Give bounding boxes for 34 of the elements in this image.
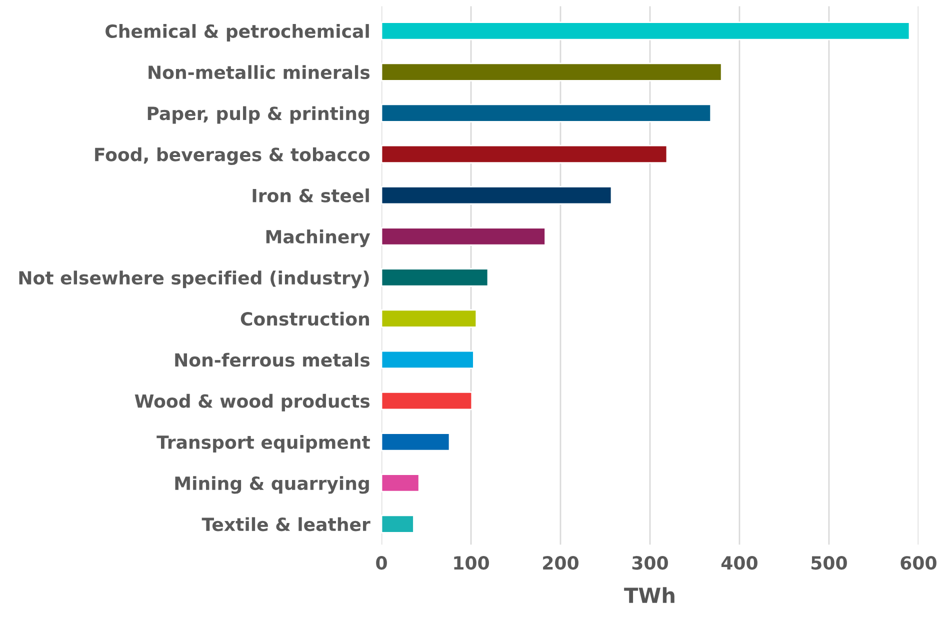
bar xyxy=(382,186,612,205)
bar xyxy=(382,350,474,370)
y-tick-label: Not elsewhere specified (industry) xyxy=(19,270,369,288)
x-tick-label: 400 xyxy=(721,556,758,570)
y-tick-label: Transport equipment xyxy=(156,435,370,452)
bar xyxy=(382,227,546,246)
x-tick-label: 500 xyxy=(812,556,847,570)
bar xyxy=(382,391,473,410)
y-tick-label: Paper, pulp & printing xyxy=(148,106,369,124)
x-tick-label: 300 xyxy=(632,556,668,570)
y-tick-label: Chemical & petrochemical xyxy=(106,24,369,42)
y-tick-label: Non-metallic minerals xyxy=(148,65,370,80)
bar xyxy=(382,432,450,452)
y-tick-label: Mining & quarrying xyxy=(175,476,369,494)
bar xyxy=(382,309,478,328)
y-tick-label: Wood & wood products xyxy=(134,394,370,412)
y-tick-label: Textile & leather xyxy=(202,517,370,532)
bar xyxy=(382,268,489,287)
bar xyxy=(382,104,712,122)
bar xyxy=(382,62,722,82)
x-tick-label: 200 xyxy=(543,556,578,570)
y-tick-label: Food, beverages & tobacco xyxy=(95,147,370,165)
x-axis-title: TWh xyxy=(624,587,674,603)
y-tick-label: Non-ferrous metals xyxy=(175,352,370,367)
bar xyxy=(382,474,420,492)
bar xyxy=(382,514,414,534)
y-tick-label: Iron & steel xyxy=(252,188,369,202)
x-tick-label: 600 xyxy=(900,556,936,570)
bar xyxy=(382,22,910,40)
x-tick-label: 100 xyxy=(454,556,489,570)
bar xyxy=(382,144,668,164)
y-tick-label: Machinery xyxy=(266,230,370,248)
y-tick-label: Construction xyxy=(240,312,369,326)
x-tick-label: 0 xyxy=(376,556,387,570)
